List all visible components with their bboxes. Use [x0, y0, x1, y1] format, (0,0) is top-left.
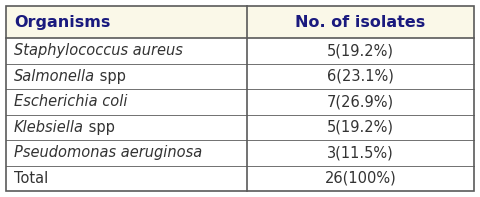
Text: 26(100%): 26(100%)	[324, 171, 396, 186]
Text: Escherichia coli: Escherichia coli	[14, 94, 128, 109]
Text: Salmonella: Salmonella	[14, 69, 95, 84]
Text: spp: spp	[84, 120, 115, 135]
Text: No. of isolates: No. of isolates	[295, 15, 426, 30]
Text: Total: Total	[14, 171, 48, 186]
Text: Klebsiella: Klebsiella	[14, 120, 84, 135]
Bar	[6, 38, 474, 191]
Text: spp: spp	[95, 69, 126, 84]
Text: Pseudomonas aeruginosa: Pseudomonas aeruginosa	[14, 145, 202, 160]
Text: Organisms: Organisms	[14, 15, 110, 30]
Text: 5(19.2%): 5(19.2%)	[327, 120, 394, 135]
Text: 3(11.5%): 3(11.5%)	[327, 145, 394, 160]
Text: 7(26.9%): 7(26.9%)	[327, 94, 394, 109]
Text: Staphylococcus aureus: Staphylococcus aureus	[14, 43, 183, 58]
Text: 6(23.1%): 6(23.1%)	[327, 69, 394, 84]
Text: 5(19.2%): 5(19.2%)	[327, 43, 394, 58]
Bar	[6, 6, 474, 38]
